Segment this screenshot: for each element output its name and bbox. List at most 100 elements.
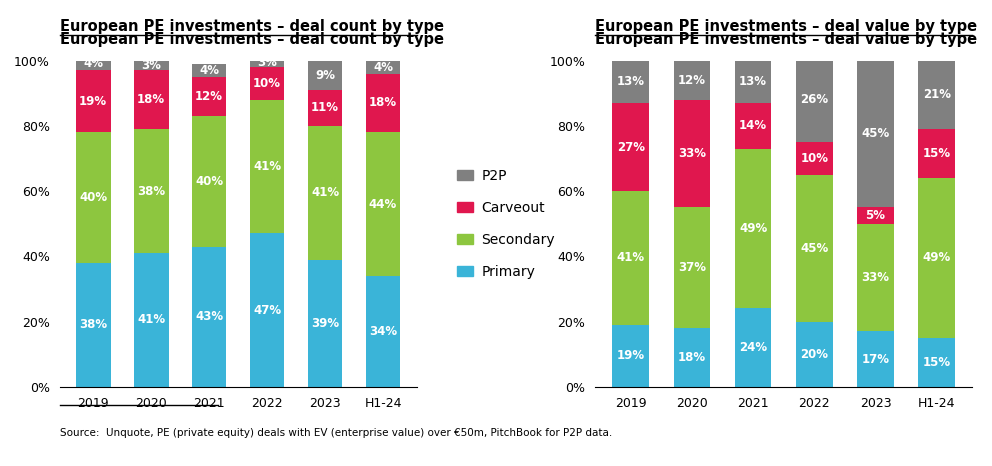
Text: 47%: 47%: [253, 304, 281, 316]
Bar: [612, 103, 649, 191]
Text: 45%: 45%: [801, 242, 828, 254]
Bar: [366, 61, 401, 74]
Text: 41%: 41%: [253, 160, 281, 173]
Bar: [857, 61, 894, 207]
Bar: [796, 175, 832, 322]
Text: 5%: 5%: [865, 209, 886, 222]
Bar: [612, 191, 649, 325]
Bar: [735, 61, 772, 103]
Bar: [674, 61, 710, 100]
Text: 34%: 34%: [369, 325, 397, 338]
Bar: [250, 233, 285, 387]
Text: 45%: 45%: [861, 128, 890, 140]
Text: 12%: 12%: [195, 90, 223, 103]
Bar: [250, 100, 285, 233]
Bar: [796, 142, 832, 175]
Text: 24%: 24%: [739, 341, 767, 354]
Bar: [134, 253, 169, 387]
Bar: [735, 149, 772, 308]
Text: 41%: 41%: [617, 252, 645, 264]
Text: 14%: 14%: [739, 119, 767, 132]
Text: 9%: 9%: [315, 69, 335, 82]
Text: 4%: 4%: [373, 61, 393, 74]
Text: 49%: 49%: [923, 252, 950, 264]
Bar: [735, 103, 772, 149]
Text: 33%: 33%: [678, 147, 706, 160]
Bar: [674, 100, 710, 207]
Bar: [857, 224, 894, 331]
Text: 17%: 17%: [861, 353, 890, 365]
Bar: [75, 263, 110, 387]
Bar: [796, 322, 832, 387]
Text: 4%: 4%: [83, 57, 103, 70]
Text: 41%: 41%: [310, 186, 339, 199]
Bar: [366, 276, 401, 387]
Text: 33%: 33%: [861, 271, 890, 284]
Text: 4%: 4%: [199, 64, 219, 77]
Bar: [308, 90, 342, 126]
Bar: [796, 57, 832, 142]
Bar: [75, 132, 110, 263]
Text: 12%: 12%: [678, 74, 706, 87]
Text: European PE investments – deal value by type: European PE investments – deal value by …: [595, 32, 977, 47]
Bar: [191, 116, 226, 247]
Bar: [250, 67, 285, 100]
Text: European PE investments – deal count by type: European PE investments – deal count by …: [60, 20, 443, 34]
Text: 19%: 19%: [617, 350, 645, 362]
Bar: [75, 57, 110, 70]
Bar: [308, 260, 342, 387]
Bar: [735, 308, 772, 387]
Text: 49%: 49%: [739, 222, 767, 235]
Bar: [134, 70, 169, 129]
Bar: [919, 61, 955, 129]
Bar: [191, 64, 226, 77]
Bar: [919, 178, 955, 338]
Text: 38%: 38%: [137, 185, 166, 198]
Text: 20%: 20%: [801, 348, 828, 361]
Bar: [857, 331, 894, 387]
Text: 38%: 38%: [79, 318, 107, 331]
Text: 13%: 13%: [617, 75, 645, 88]
Text: 10%: 10%: [253, 77, 281, 90]
Text: 15%: 15%: [923, 147, 950, 160]
Bar: [366, 74, 401, 132]
Bar: [191, 77, 226, 116]
Text: 3%: 3%: [141, 59, 161, 72]
Text: European PE investments – deal value by type: European PE investments – deal value by …: [595, 20, 977, 34]
Text: 40%: 40%: [79, 191, 107, 204]
Bar: [250, 57, 285, 67]
Text: 13%: 13%: [739, 75, 767, 88]
Bar: [308, 126, 342, 260]
Bar: [674, 328, 710, 387]
Text: 19%: 19%: [79, 95, 107, 108]
Text: 15%: 15%: [923, 356, 950, 369]
Legend: P2P, Carveout, Secondary, Primary: P2P, Carveout, Secondary, Primary: [456, 169, 556, 279]
Bar: [612, 325, 649, 387]
Text: 18%: 18%: [678, 351, 706, 364]
Bar: [308, 61, 342, 90]
Bar: [919, 338, 955, 387]
Text: 37%: 37%: [678, 261, 706, 274]
Text: Source:  Unquote, PE (private equity) deals with EV (enterprise value) over €50m: Source: Unquote, PE (private equity) dea…: [60, 428, 612, 438]
Text: 40%: 40%: [195, 175, 223, 188]
Text: 10%: 10%: [801, 152, 828, 165]
Bar: [366, 132, 401, 276]
Text: 43%: 43%: [195, 310, 223, 323]
Text: 26%: 26%: [801, 93, 828, 106]
Text: 3%: 3%: [257, 56, 277, 69]
Text: 41%: 41%: [137, 314, 166, 326]
Bar: [857, 207, 894, 224]
Text: 44%: 44%: [369, 198, 397, 211]
Bar: [134, 61, 169, 70]
Text: 39%: 39%: [310, 317, 339, 329]
Text: 11%: 11%: [311, 102, 339, 114]
Bar: [75, 70, 110, 132]
Bar: [919, 129, 955, 178]
Text: 27%: 27%: [617, 141, 645, 153]
Bar: [612, 61, 649, 103]
Text: European PE investments – deal count by type: European PE investments – deal count by …: [60, 32, 443, 47]
Text: 21%: 21%: [923, 89, 950, 101]
Text: 18%: 18%: [369, 96, 397, 110]
Bar: [674, 207, 710, 328]
Text: 18%: 18%: [137, 93, 166, 106]
